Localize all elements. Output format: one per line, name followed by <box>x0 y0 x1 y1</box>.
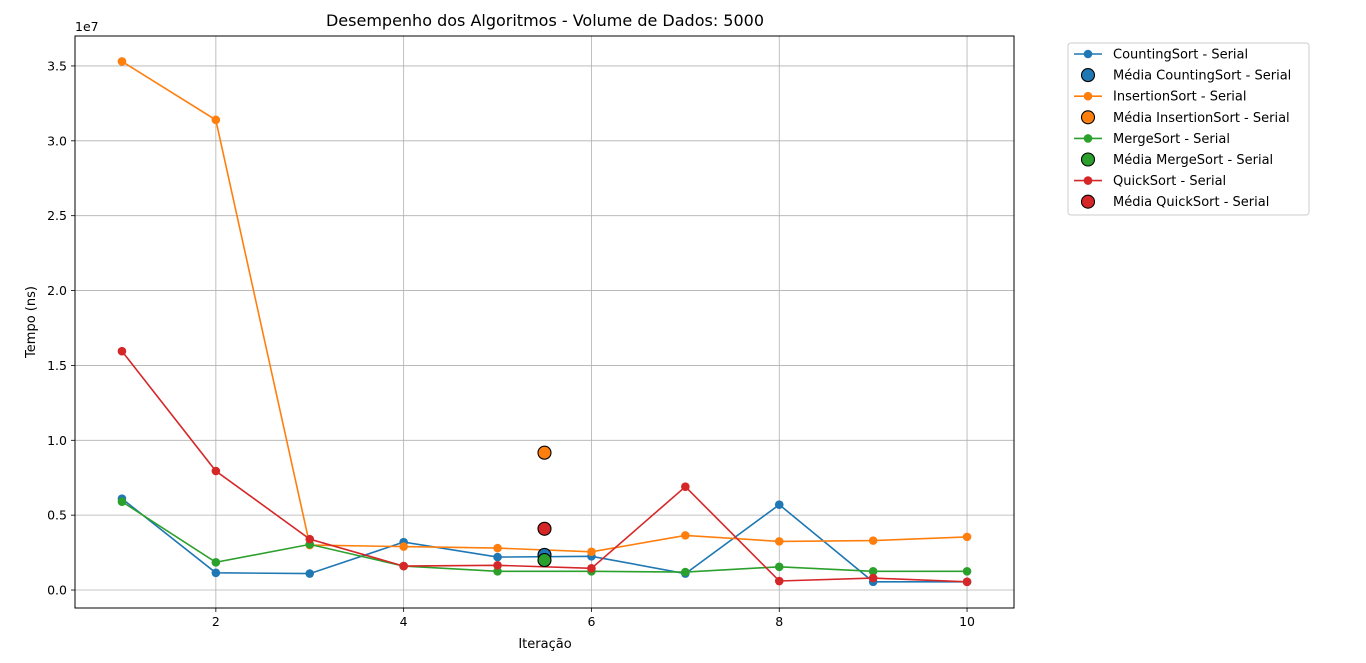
y-tick-label: 1.0 <box>47 433 67 448</box>
legend-label: InsertionSort - Serial <box>1113 90 1246 105</box>
y-tick-label: 3.5 <box>47 58 67 73</box>
data-point <box>399 561 408 571</box>
legend-point-swatch <box>1083 134 1093 143</box>
grid-lines <box>75 36 1014 608</box>
legend-point-swatch <box>1083 176 1093 185</box>
legend-mean-swatch <box>1080 68 1096 83</box>
y-tick-label: 2.5 <box>47 208 67 223</box>
legend-label: Média InsertionSort - Serial <box>1113 111 1290 126</box>
y-tick-label: 1.5 <box>47 358 67 373</box>
data-point <box>493 561 502 570</box>
legend-mean-swatch <box>1080 152 1096 167</box>
data-point <box>493 567 502 576</box>
data-point <box>681 567 690 577</box>
chart-title: Desempenho dos Algoritmos - Volume de Da… <box>326 11 764 30</box>
data-point <box>211 568 221 578</box>
data-point <box>774 576 784 586</box>
legend-label: Média QuickSort - Serial <box>1113 195 1269 210</box>
plot-frame <box>74 35 1015 609</box>
legend-label: MergeSort - Serial <box>1113 132 1230 147</box>
legend: CountingSort - Serial Média CountingSort … <box>1067 42 1310 216</box>
mean-point <box>537 553 552 568</box>
data-point <box>117 57 127 66</box>
legend-point-swatch <box>1083 49 1093 59</box>
y-axis-offset-label: 1e7 <box>75 19 99 34</box>
data-point <box>868 536 878 545</box>
mean-point <box>537 521 552 536</box>
legend-label: CountingSort - Serial <box>1113 48 1248 63</box>
data-point <box>868 573 878 583</box>
y-axis-label: Tempo (ns) <box>24 286 39 359</box>
y-tick-label: 0.5 <box>47 508 67 523</box>
axis-ticks: 2 4 6 8 10 0.0 0.5 1.0 1.5 2.0 2.5 3.0 3.5 <box>47 58 975 629</box>
data-point <box>962 577 972 587</box>
data-point <box>587 547 596 557</box>
data-point <box>211 115 221 125</box>
y-tick-label: 2.0 <box>47 283 67 298</box>
y-tick-label: 0.0 <box>47 583 67 598</box>
x-tick-label: 2 <box>212 614 220 629</box>
x-tick-label: 4 <box>400 614 408 629</box>
data-point <box>211 558 221 567</box>
data-point <box>962 567 972 576</box>
data-point <box>681 482 690 492</box>
legend-label: Média MergeSort - Serial <box>1113 153 1273 168</box>
x-tick-label: 10 <box>959 614 975 629</box>
data-point <box>117 346 127 356</box>
data-point <box>305 534 315 544</box>
data-point <box>493 543 502 553</box>
x-tick-label: 8 <box>775 614 783 629</box>
data-point <box>681 531 690 540</box>
data-point <box>774 562 784 572</box>
legend-label: QuickSort - Serial <box>1113 174 1226 189</box>
data-point <box>774 500 784 509</box>
legend-frame <box>1067 42 1310 216</box>
series-layer <box>117 57 972 587</box>
series-line <box>121 501 967 573</box>
x-tick-label: 6 <box>587 614 595 629</box>
data-point <box>305 569 315 578</box>
data-point <box>117 497 127 506</box>
data-point <box>211 466 221 476</box>
data-point <box>493 552 502 562</box>
data-point <box>399 542 408 551</box>
y-tick-label: 3.0 <box>47 133 67 148</box>
data-point <box>587 564 596 573</box>
legend-label: Média CountingSort - Serial <box>1113 69 1291 84</box>
legend-mean-swatch <box>1080 110 1096 125</box>
legend-point-swatch <box>1083 91 1093 101</box>
data-point <box>962 532 972 542</box>
data-point <box>774 537 784 546</box>
mean-point <box>537 445 552 460</box>
x-axis-label: Iteração <box>518 637 571 652</box>
legend-mean-swatch <box>1080 194 1096 209</box>
data-point <box>868 567 878 576</box>
